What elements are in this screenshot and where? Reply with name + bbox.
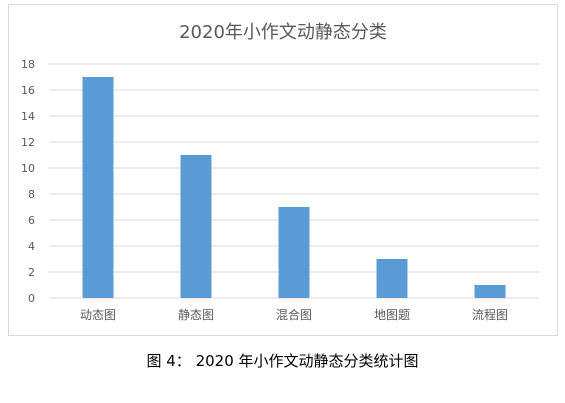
bar [278,207,310,298]
bar [474,285,506,298]
y-tick-label: 16 [21,84,35,97]
y-tick-label: 4 [28,240,35,253]
bar [376,259,408,298]
y-tick-label: 10 [21,162,35,175]
figure-caption: 图 4： 2020 年小作文动静态分类统计图 [146,352,419,370]
gridlines [49,63,539,299]
x-category-label: 静态图 [178,308,214,322]
x-category-label: 混合图 [276,307,312,322]
x-category-label: 流程图 [472,307,508,322]
y-tick-label: 6 [28,214,35,227]
y-tick-label: 14 [21,110,35,123]
y-tick-label: 18 [21,58,35,71]
x-category-label: 地图题 [374,308,410,322]
chart-frame: 2020年小作文动静态分类 0 2 4 6 8 10 12 14 16 18 动态图 静态图 混合图 地… [8,4,558,336]
x-axis-labels: 动态图 静态图 混合图 地图题 流程图 [80,307,508,322]
chart-title: 2020年小作文动静态分类 [179,22,387,43]
y-axis-ticks: 0 2 4 6 8 10 12 14 16 18 [21,58,35,305]
y-tick-label: 12 [21,136,35,149]
x-category-label: 动态图 [80,308,116,322]
bar-chart: 2020年小作文动静态分类 0 2 4 6 8 10 12 14 16 18 动态图 静态图 混合图 地… [21,22,539,322]
bar [82,77,114,298]
bar [180,155,212,298]
bars [82,77,506,298]
y-tick-label: 8 [28,188,35,201]
y-tick-label: 2 [28,266,35,279]
y-tick-label: 0 [28,292,35,305]
